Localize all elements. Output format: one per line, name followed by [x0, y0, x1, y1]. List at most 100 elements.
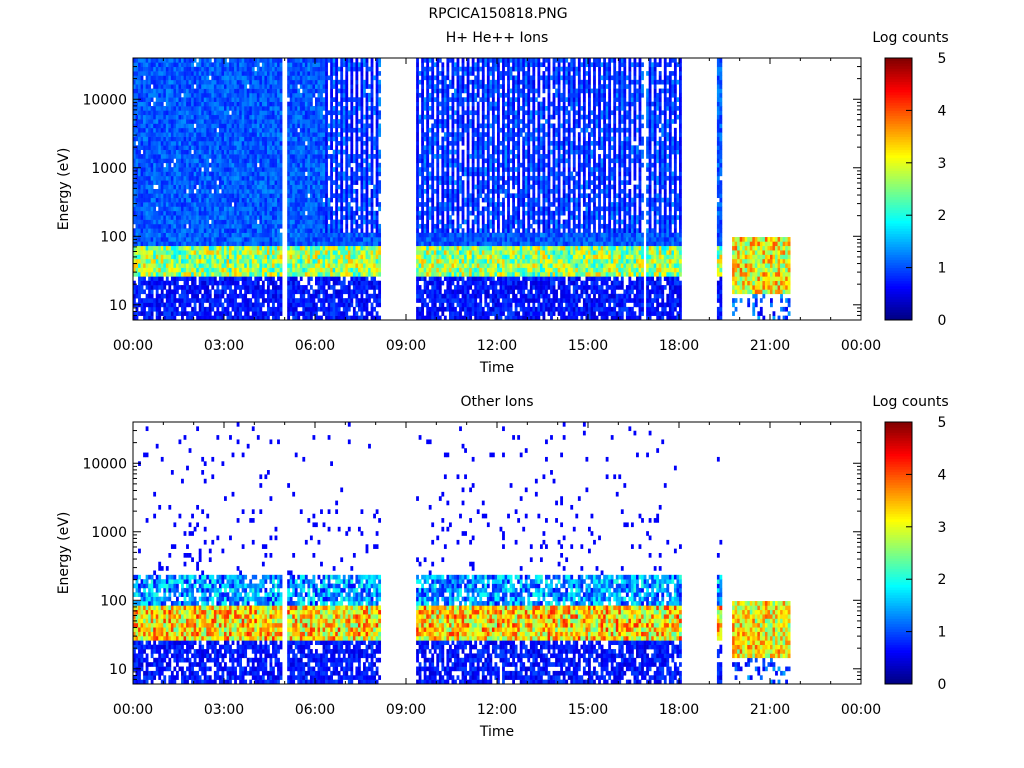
- heatmap-cell: [135, 114, 139, 120]
- heatmap-cell: [231, 193, 235, 199]
- heatmap-cell: [196, 154, 200, 159]
- heatmap-cell: [150, 258, 154, 264]
- heatmap-cell: [143, 92, 146, 98]
- heatmap-cell: [150, 119, 154, 124]
- heatmap-cell: [330, 71, 333, 76]
- heatmap-cell: [249, 84, 253, 89]
- heatmap-cell: [168, 189, 172, 194]
- heatmap-cell: [279, 154, 283, 159]
- heatmap-cell: [355, 289, 359, 295]
- heatmap-cell: [153, 58, 157, 63]
- heatmap-cell: [292, 219, 296, 225]
- heatmap-cell: [294, 258, 298, 264]
- heatmap-cell: [249, 237, 253, 242]
- heatmap-cell: [203, 58, 207, 63]
- heatmap-cell: [340, 66, 344, 72]
- heatmap-cell: [236, 271, 240, 277]
- heatmap-cell: [277, 197, 280, 203]
- heatmap-cell: [249, 171, 253, 177]
- heatmap-cell: [236, 79, 240, 85]
- heatmap-cell: [175, 140, 179, 146]
- heatmap-cell: [168, 127, 172, 133]
- heatmap-cell: [148, 71, 151, 76]
- heatmap-cell: [135, 101, 139, 107]
- heatmap-cell: [307, 149, 311, 155]
- heatmap-cell: [153, 106, 157, 111]
- heatmap-cell: [229, 271, 232, 277]
- heatmap-cell: [181, 215, 184, 220]
- heatmap-cell: [256, 289, 260, 295]
- heatmap-cell: [231, 223, 235, 229]
- heatmap-cell: [155, 241, 159, 247]
- heatmap-cell: [218, 88, 222, 94]
- heatmap-cell: [337, 302, 341, 308]
- heatmap-cell: [350, 110, 354, 116]
- heatmap-cell: [201, 114, 205, 120]
- heatmap-cell: [160, 145, 164, 150]
- heatmap-cell: [216, 206, 220, 212]
- heatmap-cell: [229, 206, 232, 212]
- heatmap-cell: [196, 202, 200, 207]
- heatmap-cell: [140, 276, 144, 281]
- heatmap-cell: [211, 162, 215, 168]
- heatmap-cell: [213, 245, 217, 251]
- heatmap-cell: [363, 306, 366, 312]
- heatmap-cell: [259, 132, 263, 137]
- heatmap-cell: [249, 210, 253, 216]
- heatmap-cell: [264, 219, 268, 225]
- heatmap-cell: [173, 97, 177, 102]
- heatmap-cell: [186, 280, 189, 286]
- heatmap-cell: [163, 180, 167, 185]
- heatmap-cell: [165, 123, 169, 129]
- heatmap-cell: [183, 97, 187, 102]
- heatmap-cell: [229, 167, 232, 172]
- heatmap-cell: [234, 232, 237, 238]
- heatmap-cell: [244, 154, 248, 159]
- heatmap-cell: [259, 145, 263, 150]
- heatmap-cell: [347, 66, 351, 72]
- heatmap-cell: [160, 298, 164, 303]
- heatmap-cell: [251, 293, 255, 299]
- heatmap-cell: [211, 285, 215, 290]
- heatmap-cell: [347, 306, 351, 312]
- heatmap-cell: [269, 184, 273, 190]
- heatmap-cell: [246, 315, 250, 321]
- heatmap-cell: [138, 206, 141, 212]
- heatmap-cell: [143, 302, 146, 308]
- heatmap-cell: [138, 88, 141, 94]
- heatmap-cell: [312, 136, 316, 142]
- heatmap-cell: [224, 254, 227, 260]
- heatmap-cell: [246, 237, 250, 242]
- heatmap-cell: [186, 62, 189, 68]
- heatmap-cell: [239, 184, 242, 190]
- heatmap-cell: [198, 258, 202, 264]
- heatmap-cell: [193, 58, 197, 63]
- heatmap-cell: [246, 175, 250, 181]
- heatmap-cell: [175, 228, 179, 233]
- heatmap-cell: [259, 250, 263, 255]
- heatmap-cell: [251, 92, 255, 98]
- heatmap-cell: [277, 263, 280, 268]
- heatmap-cell: [168, 228, 172, 233]
- heatmap-cell: [173, 250, 177, 255]
- heatmap-cell: [249, 228, 253, 233]
- heatmap-cell: [170, 92, 174, 98]
- heatmap-cell: [181, 75, 184, 81]
- heatmap-cell: [302, 298, 306, 303]
- heatmap-cell: [165, 71, 169, 76]
- heatmap-cell: [178, 215, 182, 220]
- heatmap-cell: [143, 97, 146, 102]
- heatmap-cell: [193, 110, 197, 116]
- heatmap-cell: [360, 149, 364, 155]
- heatmap-cell: [213, 136, 217, 142]
- heatmap-cell: [183, 62, 187, 68]
- heatmap-cell: [201, 136, 205, 142]
- heatmap-cell: [352, 106, 356, 111]
- heatmap-cell: [186, 158, 189, 164]
- heatmap-cell: [206, 189, 210, 194]
- heatmap-cell: [170, 58, 174, 63]
- heatmap-cell: [355, 145, 359, 150]
- heatmap-cell: [292, 306, 296, 312]
- heatmap-cell: [186, 250, 189, 255]
- heatmap-cell: [188, 298, 192, 303]
